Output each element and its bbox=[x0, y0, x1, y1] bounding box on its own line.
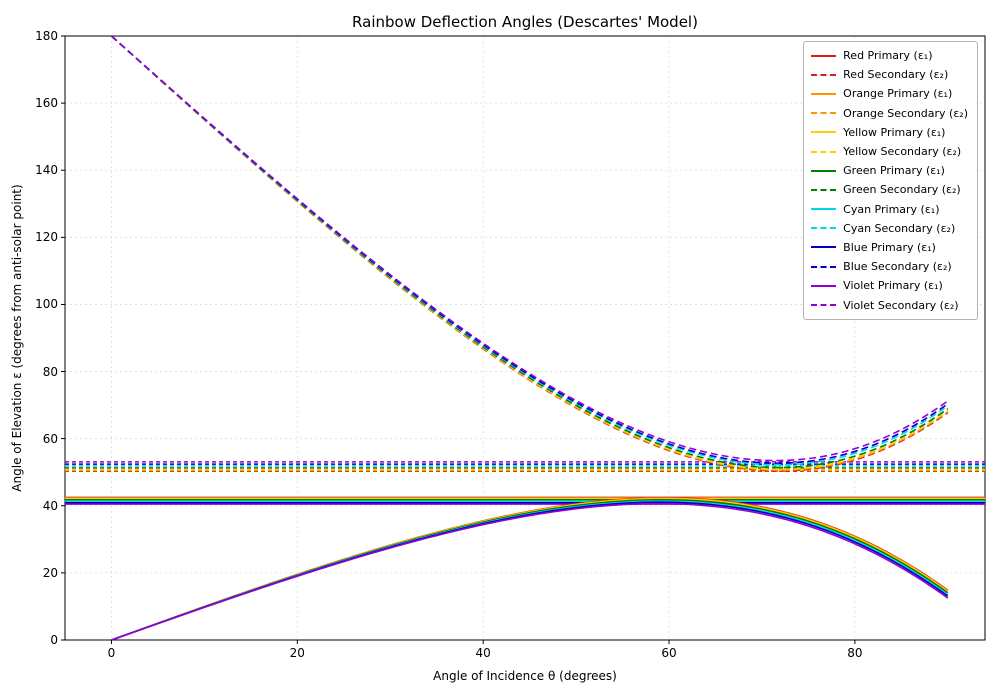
legend-label: Violet Secondary (ε₂) bbox=[843, 298, 959, 312]
y-tick-label: 100 bbox=[35, 297, 58, 312]
legend-label: Cyan Secondary (ε₂) bbox=[843, 221, 956, 235]
legend-label: Green Primary (ε₁) bbox=[843, 164, 945, 178]
y-tick-label: 140 bbox=[35, 163, 58, 178]
legend-label: Green Secondary (ε₂) bbox=[843, 183, 961, 197]
y-tick-label: 180 bbox=[35, 29, 58, 43]
legend-line-sample bbox=[811, 131, 837, 134]
legend-line-sample bbox=[811, 246, 837, 249]
x-tick-label: 60 bbox=[661, 646, 677, 660]
legend-item: Cyan Primary (ε₁) bbox=[811, 200, 968, 219]
legend-line-sample bbox=[811, 150, 837, 153]
legend-item: Yellow Primary (ε₁) bbox=[811, 123, 968, 142]
y-tick-label: 60 bbox=[42, 431, 58, 446]
legend-item: Green Secondary (ε₂) bbox=[811, 180, 968, 199]
x-tick-label: 40 bbox=[475, 646, 491, 660]
legend-label: Yellow Primary (ε₁) bbox=[843, 125, 946, 139]
legend-label: Cyan Primary (ε₁) bbox=[843, 202, 940, 216]
legend-line-sample bbox=[811, 73, 837, 76]
y-tick-label: 160 bbox=[35, 96, 58, 111]
legend-item: Orange Primary (ε₁) bbox=[811, 84, 968, 103]
legend-line-sample bbox=[811, 265, 837, 268]
legend-label: Red Primary (ε₁) bbox=[843, 49, 933, 63]
legend-item: Blue Secondary (ε₂) bbox=[811, 257, 968, 276]
legend-item: Cyan Secondary (ε₂) bbox=[811, 219, 968, 238]
x-tick-label: 20 bbox=[289, 646, 305, 660]
legend-item: Red Primary (ε₁) bbox=[811, 46, 968, 65]
legend-label: Orange Primary (ε₁) bbox=[843, 87, 953, 101]
legend-label: Violet Primary (ε₁) bbox=[843, 279, 943, 293]
x-tick-label: 80 bbox=[847, 646, 863, 660]
legend-label: Blue Primary (ε₁) bbox=[843, 240, 936, 254]
x-axis-label: Angle of Incidence θ (degrees) bbox=[433, 669, 617, 683]
y-tick-label: 40 bbox=[42, 498, 58, 513]
legend-line-sample bbox=[811, 92, 837, 95]
legend-line-sample bbox=[811, 208, 837, 211]
y-tick-label: 0 bbox=[50, 633, 58, 647]
y-tick-label: 80 bbox=[42, 364, 58, 379]
legend-item: Orange Secondary (ε₂) bbox=[811, 104, 968, 123]
legend-label: Orange Secondary (ε₂) bbox=[843, 106, 968, 120]
y-tick-label: 120 bbox=[35, 230, 58, 245]
legend-item: Yellow Secondary (ε₂) bbox=[811, 142, 968, 161]
legend-line-sample bbox=[811, 227, 837, 230]
legend-line-sample bbox=[811, 304, 837, 307]
y-tick-label: 20 bbox=[42, 565, 58, 580]
legend-label: Blue Secondary (ε₂) bbox=[843, 260, 952, 274]
legend-item: Red Secondary (ε₂) bbox=[811, 65, 968, 84]
legend-label: Yellow Secondary (ε₂) bbox=[843, 145, 962, 159]
legend-line-sample bbox=[811, 112, 837, 115]
legend-line-sample bbox=[811, 169, 837, 172]
legend-item: Blue Primary (ε₁) bbox=[811, 238, 968, 257]
y-axis-label: Angle of Elevation ε (degrees from anti-… bbox=[10, 184, 24, 492]
legend-item: Violet Primary (ε₁) bbox=[811, 276, 968, 295]
legend-label: Red Secondary (ε₂) bbox=[843, 68, 949, 82]
x-tick-label: 0 bbox=[107, 646, 116, 660]
legend: Red Primary (ε₁) Red Secondary (ε₂) Orange… bbox=[803, 41, 978, 320]
legend-line-sample bbox=[811, 54, 837, 57]
legend-line-sample bbox=[811, 284, 837, 287]
legend-item: Violet Secondary (ε₂) bbox=[811, 295, 968, 314]
legend-line-sample bbox=[811, 188, 837, 191]
chart-title: Rainbow Deflection Angles (Descartes' Mo… bbox=[352, 13, 698, 31]
legend-item: Green Primary (ε₁) bbox=[811, 161, 968, 180]
